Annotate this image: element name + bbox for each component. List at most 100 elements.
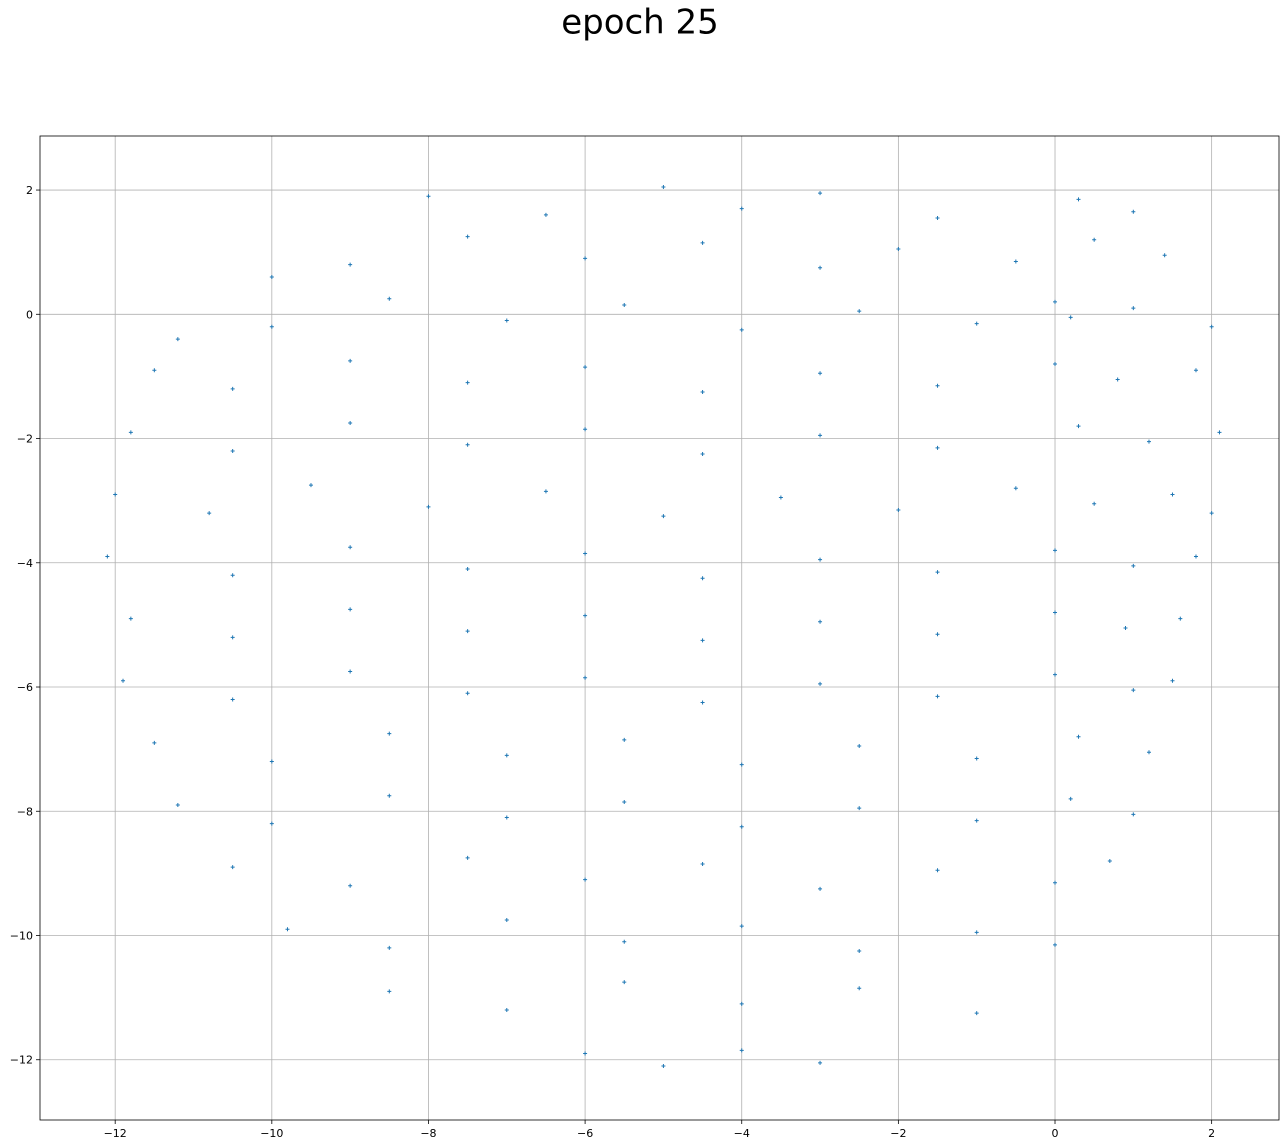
point [1068, 796, 1073, 801]
point [935, 445, 940, 450]
point [1013, 259, 1018, 264]
point [387, 731, 392, 736]
point [1013, 486, 1018, 491]
point [1162, 253, 1167, 258]
point [1092, 237, 1097, 242]
point [113, 492, 118, 497]
point [739, 1001, 744, 1006]
x-tick-label: 2 [1208, 1127, 1215, 1140]
point [1131, 688, 1136, 693]
point [175, 803, 180, 808]
grid [40, 136, 1279, 1120]
point [583, 877, 588, 882]
y-tick-label: −2 [17, 433, 33, 446]
point [128, 430, 133, 435]
point [1170, 678, 1175, 683]
point [230, 635, 235, 640]
point [818, 371, 823, 376]
x-tick-label: −8 [420, 1127, 436, 1140]
x-tick-label: −12 [104, 1127, 127, 1140]
point [1076, 197, 1081, 202]
point [661, 184, 666, 189]
point [465, 234, 470, 239]
x-tick-label: −10 [260, 1127, 283, 1140]
point [1115, 377, 1120, 382]
x-tick-label: −2 [890, 1127, 906, 1140]
point [465, 566, 470, 571]
point [348, 421, 353, 425]
chart-title: epoch 25 [561, 3, 719, 43]
point [818, 1060, 823, 1065]
point [504, 815, 509, 820]
point [1053, 610, 1058, 615]
point [426, 504, 431, 509]
point [1217, 430, 1222, 435]
point [543, 212, 548, 217]
point [269, 324, 274, 329]
y-tick-label: −8 [17, 805, 33, 818]
point [1209, 511, 1214, 516]
point [1123, 626, 1128, 630]
point [622, 939, 627, 944]
point [387, 945, 392, 950]
point [230, 573, 235, 578]
point [818, 265, 823, 270]
point [465, 629, 470, 634]
point [387, 296, 392, 301]
point [857, 986, 862, 991]
point [1053, 361, 1058, 366]
point [935, 868, 940, 873]
point [935, 383, 940, 388]
point [818, 619, 823, 624]
point [1068, 315, 1073, 320]
point [387, 989, 392, 994]
point [348, 669, 353, 674]
point [504, 1008, 509, 1013]
point [818, 557, 823, 562]
point [583, 551, 588, 556]
point [974, 930, 979, 935]
point [583, 256, 588, 261]
point [121, 678, 126, 683]
point [583, 427, 588, 432]
point [128, 616, 133, 621]
point [700, 700, 705, 705]
point [700, 452, 705, 457]
point [739, 206, 744, 211]
point [896, 507, 901, 512]
point [1131, 812, 1136, 817]
point [818, 433, 823, 438]
point [1193, 368, 1198, 373]
point [818, 191, 823, 196]
point [818, 886, 823, 891]
point [857, 949, 862, 954]
point [465, 691, 470, 696]
y-tick-label: 2 [26, 184, 33, 197]
point [1092, 501, 1097, 506]
point [1170, 492, 1175, 497]
y-tick-label: −12 [10, 1054, 33, 1067]
point [105, 554, 110, 559]
point [230, 697, 235, 702]
point [896, 247, 901, 252]
point [974, 1011, 979, 1016]
point [622, 737, 627, 742]
x-tick-label: −6 [577, 1127, 593, 1140]
point [1131, 306, 1136, 311]
point [269, 275, 274, 280]
point [175, 337, 180, 342]
point [700, 389, 705, 394]
point [543, 489, 548, 494]
point [1146, 439, 1151, 444]
point [269, 821, 274, 826]
point [465, 855, 470, 860]
point [230, 386, 235, 391]
y-tick-label: −4 [17, 557, 33, 570]
point [622, 980, 627, 985]
point [583, 365, 588, 370]
point [935, 216, 940, 220]
point [739, 762, 744, 767]
point [230, 865, 235, 870]
point [285, 927, 290, 932]
